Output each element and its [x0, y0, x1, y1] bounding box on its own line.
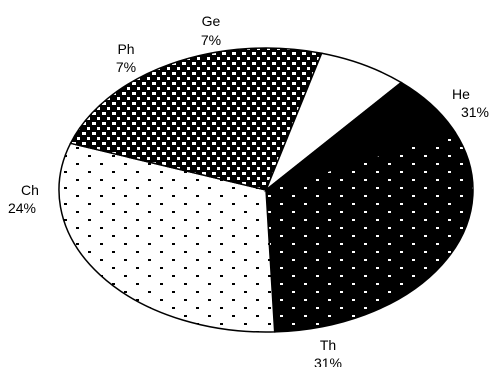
slice-label-ge-pct: 7% — [201, 32, 221, 48]
pie-slices — [58, 47, 474, 333]
slice-label-ge-name: Ge — [202, 13, 221, 29]
slice-label-ph-pct: 7% — [116, 59, 136, 75]
slice-label-th-name: Th — [320, 337, 336, 353]
pie-slice-th — [58, 142, 276, 333]
slice-label-ph-name: Ph — [117, 41, 134, 57]
slice-label-ch-pct: 24% — [8, 200, 36, 216]
slice-label-he-name: He — [452, 86, 470, 102]
slice-label-th-pct: 31% — [314, 355, 342, 367]
slice-label-ch-name: Ch — [21, 182, 39, 198]
slice-labels: He 31% Th 31% Ch 24% Ph 7% Ge 7% — [8, 13, 489, 367]
slice-label-he-pct: 31% — [461, 104, 489, 120]
pie-slice-ch — [69, 47, 323, 191]
pie-slice-ge — [265, 81, 457, 191]
pie-slice-he — [265, 131, 474, 333]
